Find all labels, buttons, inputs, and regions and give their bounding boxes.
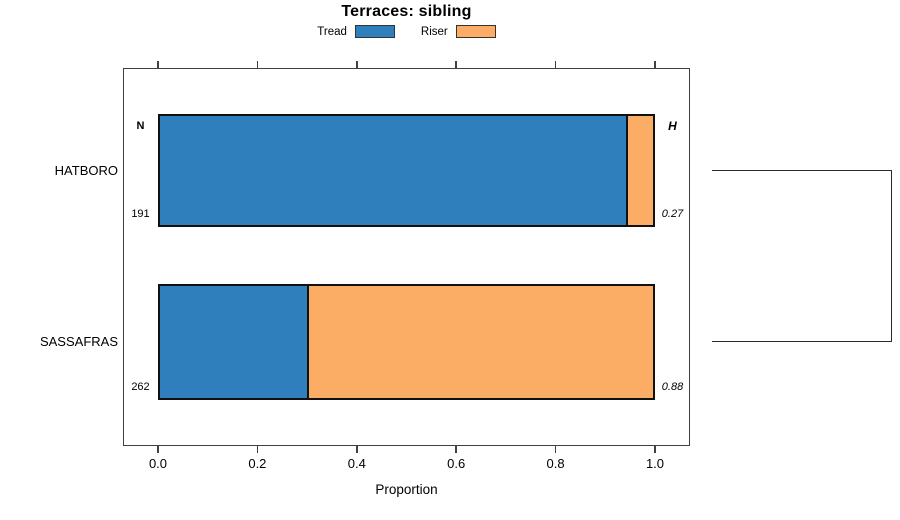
bar-sassafras [158,284,655,400]
x-tick-label: 0.0 [148,456,168,471]
legend-item-riser: Riser [421,25,496,38]
dendrogram-bracket [712,170,892,342]
x-tick-bottom [356,446,358,453]
bar-hatboro [158,114,655,227]
x-tick-label: 0.2 [248,456,267,471]
x-tick-bottom [256,446,259,453]
bar-segment-riser-sassafras [307,286,653,398]
x-tick-top [256,61,259,68]
x-tick-top [356,61,358,68]
x-tick-bottom [554,446,557,453]
bar-segment-tread-sassafras [160,286,308,398]
x-tick-bottom [455,446,457,453]
right-column-header: H [668,119,677,133]
x-tick-label: 0.4 [347,456,366,471]
bar-segment-tread-hatboro [160,116,627,225]
left-column-header: N [136,120,145,132]
x-tick-top [455,61,457,68]
x-tick-top [554,61,557,68]
category-label-hatboro: HATBORO [54,162,118,178]
x-tick-label: 1.0 [645,456,665,471]
bar-segment-riser-hatboro [626,116,653,225]
x-tick-label: 0.6 [447,456,466,471]
x-tick-top [654,61,656,68]
x-axis-title: Proportion [375,482,438,497]
legend-label-riser: Riser [420,25,448,38]
category-label-sassafras: SASSAFRAS [39,334,118,349]
x-tick-bottom [654,446,656,453]
legend-label-tread: Tread [317,25,347,38]
legend-swatch-riser [455,25,496,38]
legend: Tread Riser [123,25,690,38]
x-tick-label: 0.8 [546,456,565,471]
x-tick-bottom [157,446,159,453]
legend-item-tread: Tread [317,25,395,38]
n-value-hatboro: 191 [131,208,150,220]
n-value-sassafras: 262 [131,381,150,393]
h-value-hatboro: 0.27 [661,208,684,220]
h-value-sassafras: 0.88 [661,381,684,393]
chart-title: Terraces: sibling [341,3,472,20]
legend-swatch-tread [354,25,395,38]
x-tick-top [157,61,159,68]
